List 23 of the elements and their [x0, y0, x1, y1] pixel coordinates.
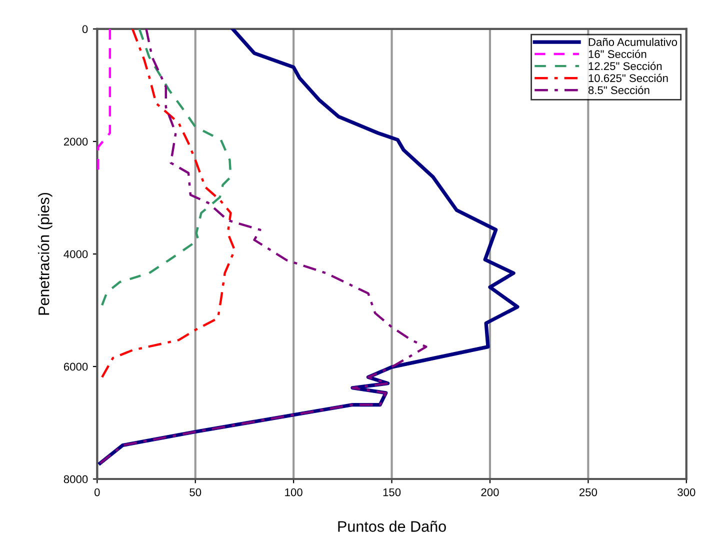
legend-label: 10.625" Sección: [588, 74, 668, 82]
legend-label: Daño Acumulativo: [588, 38, 678, 46]
x-tick-label: 200: [481, 488, 499, 496]
x-axis-title: Puntos de Daño: [338, 520, 446, 532]
line-series: [97, 28, 112, 171]
line-series: [100, 28, 232, 306]
y-tick-label: 6000: [64, 362, 88, 371]
x-tick-label: 50: [190, 488, 202, 496]
line-series: [98, 28, 428, 464]
line-series: [100, 28, 236, 378]
y-axis-title: Penetración (pies): [38, 192, 52, 315]
x-tick-label: 300: [678, 488, 696, 496]
x-tick-label: 100: [285, 488, 302, 496]
y-tick-label: 0: [82, 25, 88, 34]
y-tick-label: 8000: [64, 475, 88, 484]
legend-label: 12.25" Sección: [588, 62, 662, 70]
y-tick-label: 4000: [64, 250, 88, 258]
x-tick-label: 0: [94, 488, 100, 496]
y-tick-label: 2000: [64, 138, 88, 146]
x-tick-label: 250: [579, 488, 598, 496]
x-tick-label: 150: [383, 488, 401, 496]
legend-label: 16" Sección: [588, 50, 646, 58]
legend-label: 8.5" Sección: [588, 86, 650, 94]
